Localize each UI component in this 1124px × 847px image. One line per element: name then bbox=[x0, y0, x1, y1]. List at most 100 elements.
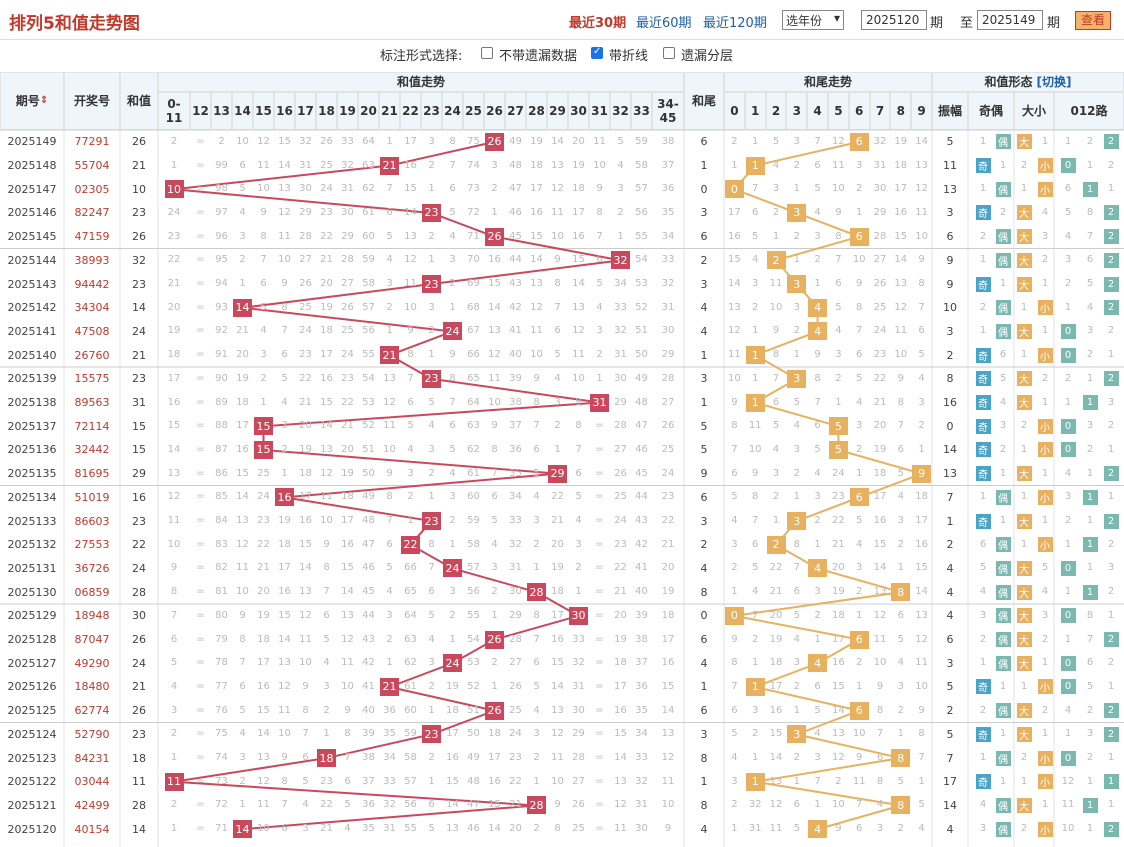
sum-omission: = bbox=[196, 704, 205, 716]
sum-omission: 1 bbox=[239, 278, 246, 290]
sum-omission: 5 bbox=[428, 823, 435, 835]
draw-number-cell: 82247 bbox=[74, 206, 110, 220]
sum-omission: 11 bbox=[257, 799, 270, 811]
tail-omission: 1 bbox=[918, 443, 925, 455]
sum-omission: 93 bbox=[215, 301, 228, 313]
no-omission-checkbox[interactable] bbox=[481, 47, 493, 59]
amplitude-cell: 2 bbox=[946, 348, 954, 362]
switch-link[interactable]: [切换] bbox=[1036, 75, 1072, 89]
sum-omission: 1 bbox=[428, 349, 435, 361]
tail-omission: 2 bbox=[897, 704, 904, 716]
sum-omission: 26 bbox=[661, 420, 675, 432]
tail-omission: 2 bbox=[814, 254, 821, 266]
from-period-input[interactable]: 2025120 bbox=[861, 10, 927, 30]
sum-omission: 18 bbox=[614, 657, 627, 669]
nav-recent-30[interactable]: 最近30期 bbox=[569, 16, 627, 31]
sum-value-cell: 26 bbox=[132, 135, 146, 149]
amplitude-cell: 5 bbox=[946, 680, 954, 694]
tail-omission: 6 bbox=[856, 823, 863, 835]
road-omission: 2 bbox=[1064, 278, 1072, 290]
sum-omission: 84 bbox=[215, 515, 228, 527]
sum-omission: 35 bbox=[635, 704, 648, 716]
tail-omission: 6 bbox=[772, 396, 780, 408]
road-omission: 6 bbox=[1086, 657, 1094, 669]
year-select[interactable]: 选年份 ▾ bbox=[782, 10, 844, 30]
sum-omission: 11 bbox=[488, 372, 501, 384]
sum-col-header: 15 bbox=[253, 92, 274, 130]
sum-omission: 9 bbox=[554, 799, 561, 811]
tail-omission: 1 bbox=[793, 349, 800, 361]
nav-recent-120[interactable]: 最近120期 bbox=[703, 16, 767, 31]
sum-omission: 79 bbox=[215, 633, 228, 645]
tail-omission: 2 bbox=[856, 443, 863, 455]
sum-omission: 17 bbox=[278, 562, 291, 574]
sum-omission: 72 bbox=[467, 206, 480, 218]
amplitude-cell: 13 bbox=[943, 467, 957, 481]
tail-omission: 5 bbox=[856, 515, 863, 527]
sum-omission: 24 bbox=[299, 325, 312, 337]
tail-omission: 16 bbox=[873, 515, 887, 527]
odd-even-omission: 1 bbox=[999, 159, 1007, 171]
sum-omission: 13 bbox=[446, 823, 459, 835]
layered-checkbox[interactable] bbox=[663, 47, 675, 59]
sum-omission: 13 bbox=[257, 752, 270, 764]
sum-omission: 64 bbox=[404, 609, 417, 621]
big-small-omission: 2 bbox=[1041, 372, 1049, 384]
sum-omission: 2 bbox=[428, 159, 435, 171]
sum-omission: 10 bbox=[404, 301, 417, 313]
sum-omission: 49 bbox=[467, 752, 480, 764]
sum-omission: 43 bbox=[635, 515, 648, 527]
big-small-omission: 1 bbox=[1041, 278, 1049, 290]
sort-arrows-icon[interactable]: ⇕ bbox=[39, 95, 49, 106]
tail-omission: 4 bbox=[731, 515, 738, 527]
query-button[interactable]: 查看 bbox=[1075, 11, 1111, 30]
odd-even-omission: 1 bbox=[999, 680, 1007, 692]
tail-value-cell: 1 bbox=[700, 396, 708, 410]
sum-omission: 19 bbox=[530, 135, 543, 147]
sum-omission: 37 bbox=[509, 420, 522, 432]
sum-omission: 5 bbox=[617, 135, 624, 147]
tail-ball: 3 bbox=[787, 369, 807, 388]
sum-omission: 6 bbox=[449, 183, 456, 195]
draw-number-cell: 94442 bbox=[74, 277, 110, 291]
nav-recent-60[interactable]: 最近60期 bbox=[636, 16, 692, 31]
period-cell: 2025149 bbox=[7, 135, 57, 149]
sum-omission: 18 bbox=[278, 538, 291, 550]
sum-trend-line bbox=[173, 140, 621, 831]
draw-number-cell: 26760 bbox=[74, 348, 110, 362]
sum-omission: 30 bbox=[509, 586, 522, 598]
road-omission: 6 bbox=[1064, 183, 1072, 195]
sum-omission: 17 bbox=[551, 609, 564, 621]
sum-ball: 30 bbox=[569, 606, 588, 625]
big-small-omission: 3 bbox=[1041, 230, 1049, 242]
tail-omission: 5 bbox=[814, 443, 821, 455]
tail-omission: 13 bbox=[832, 728, 845, 740]
sum-omission: 43 bbox=[362, 633, 375, 645]
sum-omission: 7 bbox=[260, 254, 267, 266]
tail-ball: 9 bbox=[912, 464, 932, 483]
draw-number-cell: 47159 bbox=[74, 230, 110, 244]
road-omission: 6 bbox=[1086, 254, 1094, 266]
sum-omission: 7 bbox=[533, 420, 540, 432]
sum-omission: 26 bbox=[320, 135, 333, 147]
to-period-input[interactable]: 2025149 bbox=[977, 10, 1043, 30]
tail-omission: 1 bbox=[814, 799, 821, 811]
sum-omission: 24 bbox=[509, 728, 522, 740]
road-omission: 3 bbox=[1086, 420, 1094, 432]
road-omission: 1 bbox=[1086, 823, 1094, 835]
sum-omission: 15 bbox=[530, 230, 543, 242]
road-omission: 1 bbox=[1107, 183, 1115, 195]
sum-omission: 2 bbox=[239, 254, 246, 266]
tail-omission: 15 bbox=[728, 254, 741, 266]
sum-omission: 12 bbox=[551, 183, 564, 195]
road-omission: 2 bbox=[1107, 586, 1115, 598]
line-checkbox[interactable] bbox=[591, 46, 603, 59]
tail-omission: 4 bbox=[772, 159, 780, 171]
sum-value-cell: 24 bbox=[132, 324, 146, 338]
tail-value-cell: 3 bbox=[700, 206, 708, 220]
sum-omission: 3 bbox=[596, 325, 603, 337]
sum-ball: 23 bbox=[422, 512, 441, 531]
period-cell: 2025124 bbox=[7, 727, 57, 741]
amplitude-cell: 1 bbox=[946, 514, 954, 528]
sum-omission: 56 bbox=[635, 206, 648, 218]
